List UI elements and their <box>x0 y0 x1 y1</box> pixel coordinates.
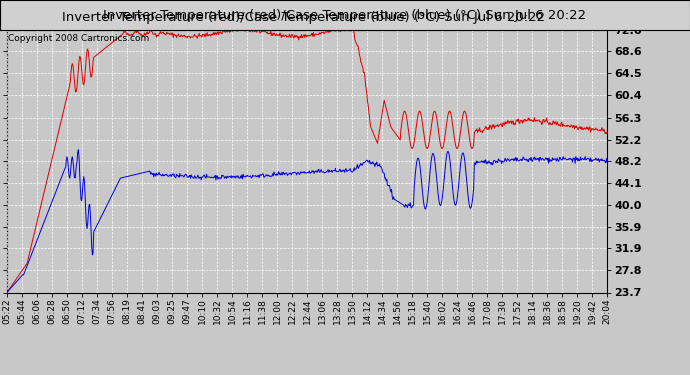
Text: Copyright 2008 Cartronics.com: Copyright 2008 Cartronics.com <box>8 34 149 43</box>
Text: Inverter Temperature (red)/Case Temperature (blue) (°C) Sun Jul 6 20:22: Inverter Temperature (red)/Case Temperat… <box>62 11 545 24</box>
Text: Inverter Temperature (red)/Case Temperature (blue) (°C) Sun Jul 6 20:22: Inverter Temperature (red)/Case Temperat… <box>104 9 586 21</box>
